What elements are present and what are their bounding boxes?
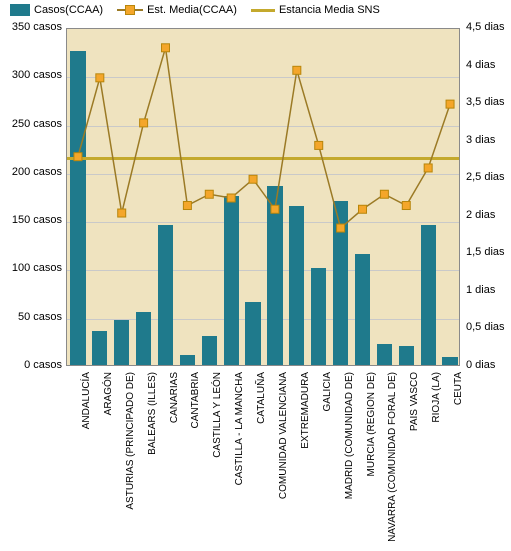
ytick-left: 150 casos	[0, 214, 62, 226]
est-media-marker	[402, 202, 410, 210]
legend-label-estmedia: Est. Media(CCAA)	[147, 4, 237, 16]
est-media-marker	[359, 205, 367, 213]
plot-area	[66, 28, 460, 366]
est-media-line	[78, 48, 450, 228]
ytick-left: 200 casos	[0, 166, 62, 178]
ytick-left: 300 casos	[0, 69, 62, 81]
xtick-label: CANARIAS	[169, 372, 180, 547]
legend-line-right	[135, 9, 143, 11]
bar	[202, 336, 217, 365]
xtick-label: MURCIA (REGION DE)	[366, 372, 377, 547]
ytick-left: 0 casos	[0, 359, 62, 371]
est-media-marker	[249, 175, 257, 183]
legend-label-casos: Casos(CCAA)	[34, 4, 103, 16]
xtick-label: PAIS VASCO	[409, 372, 420, 547]
bar	[421, 225, 436, 365]
bar	[92, 331, 107, 365]
bar	[70, 51, 85, 365]
bar	[355, 254, 370, 365]
xtick-label: NAVARRA (COMUNIDAD FORAL DE)	[387, 372, 398, 547]
xtick-label: CANTABRIA	[190, 372, 201, 547]
ytick-right: 0,5 dias	[466, 321, 505, 333]
ytick-left: 350 casos	[0, 21, 62, 33]
xtick-label: MADRID (COMUNIDAD DE)	[344, 372, 355, 547]
ytick-left: 250 casos	[0, 118, 62, 130]
legend-swatch-casos	[10, 4, 30, 16]
gridline	[67, 126, 459, 127]
xtick-label: ANDALUCÍA	[81, 372, 92, 547]
xtick-label: CASTILLA Y LEÓN	[212, 372, 223, 547]
xtick-label: CASTILLA - LA MANCHA	[234, 372, 245, 547]
bar	[245, 302, 260, 365]
bar	[224, 196, 239, 365]
est-media-marker	[205, 190, 213, 198]
xtick-label: GALICIA	[322, 372, 333, 547]
est-media-marker	[446, 100, 454, 108]
bar	[136, 312, 151, 365]
ytick-right: 3 dias	[466, 134, 495, 146]
est-media-marker	[183, 202, 191, 210]
bar	[333, 201, 348, 365]
ytick-right: 1 dias	[466, 284, 495, 296]
gridline	[67, 222, 459, 223]
ytick-right: 4,5 dias	[466, 21, 505, 33]
ytick-right: 1,5 dias	[466, 246, 505, 258]
ytick-right: 2,5 dias	[466, 171, 505, 183]
bar	[180, 355, 195, 365]
legend-label-sns: Estancia Media SNS	[279, 4, 380, 16]
xtick-label: RIOJA (LA)	[431, 372, 442, 547]
legend-line-left	[117, 9, 125, 11]
xtick-label: ARAGÓN	[103, 372, 114, 547]
bar	[267, 186, 282, 365]
bar	[114, 320, 129, 365]
chart-container: Casos(CCAA) Est. Media(CCAA) Estancia Me…	[0, 0, 511, 551]
est-media-marker	[118, 209, 126, 217]
sns-line	[67, 157, 459, 160]
est-media-marker	[380, 190, 388, 198]
xtick-label: CEUTA	[453, 372, 464, 547]
xtick-label: COMUNIDAD VALENCIANA	[278, 372, 289, 547]
xtick-label: BALEARS (ILLES)	[147, 372, 158, 547]
est-media-marker	[315, 141, 323, 149]
gridline	[67, 174, 459, 175]
bar	[377, 344, 392, 365]
gridline	[67, 270, 459, 271]
legend-item-sns: Estancia Media SNS	[251, 4, 380, 16]
line-overlay	[67, 29, 461, 367]
bar	[399, 346, 414, 365]
ytick-right: 3,5 dias	[466, 96, 505, 108]
bar	[289, 206, 304, 365]
legend-swatch-sns	[251, 9, 275, 12]
legend-swatch-estmedia	[125, 5, 135, 15]
bar	[311, 268, 326, 365]
legend: Casos(CCAA) Est. Media(CCAA) Estancia Me…	[10, 4, 390, 16]
bar	[442, 357, 457, 365]
gridline	[67, 77, 459, 78]
est-media-marker	[162, 44, 170, 52]
ytick-right: 0 dias	[466, 359, 495, 371]
bar	[158, 225, 173, 365]
ytick-left: 100 casos	[0, 262, 62, 274]
legend-item-estmedia: Est. Media(CCAA)	[117, 4, 237, 16]
ytick-right: 4 dias	[466, 59, 495, 71]
ytick-right: 2 dias	[466, 209, 495, 221]
legend-item-casos: Casos(CCAA)	[10, 4, 103, 16]
ytick-left: 50 casos	[0, 311, 62, 323]
est-media-marker	[424, 164, 432, 172]
est-media-marker	[293, 66, 301, 74]
xtick-label: ASTURIAS (PRINCIPADO DE)	[125, 372, 136, 547]
xtick-label: CATALUÑA	[256, 372, 267, 547]
xtick-label: EXTREMADURA	[300, 372, 311, 547]
